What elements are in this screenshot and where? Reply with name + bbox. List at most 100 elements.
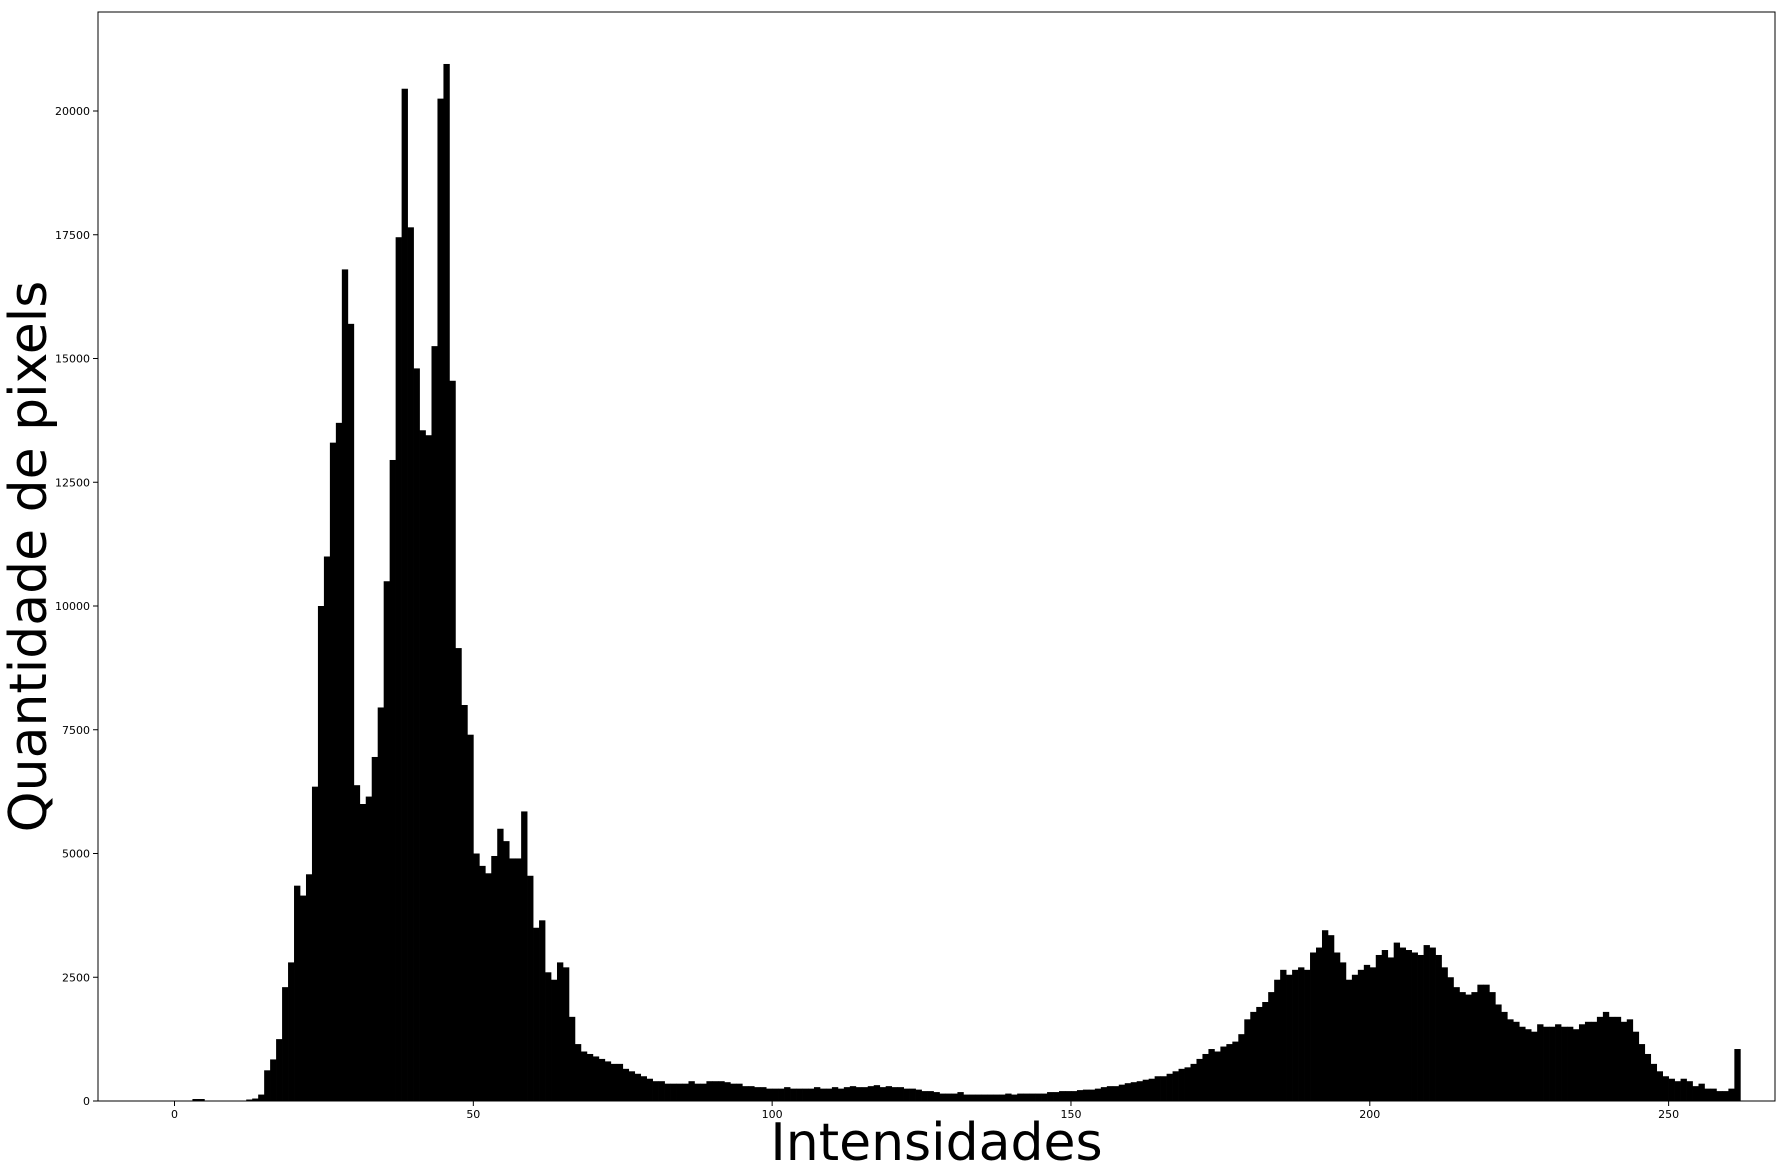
histogram-bar bbox=[1608, 1016, 1616, 1101]
histogram-bar bbox=[688, 1081, 695, 1101]
histogram-bar bbox=[754, 1087, 761, 1101]
histogram-bar bbox=[1638, 1044, 1646, 1101]
histogram-bar bbox=[1166, 1073, 1173, 1101]
histogram-bar bbox=[592, 1056, 600, 1101]
histogram-bar bbox=[712, 1081, 719, 1101]
histogram-bar bbox=[1668, 1078, 1675, 1101]
histogram-bar bbox=[1256, 1006, 1263, 1101]
histogram-bar bbox=[521, 811, 528, 1101]
histogram-bar bbox=[1405, 950, 1412, 1101]
histogram-bar bbox=[634, 1073, 642, 1101]
histogram-bar bbox=[1351, 974, 1359, 1101]
histogram-bar bbox=[760, 1087, 767, 1101]
histogram-bar bbox=[1250, 1011, 1257, 1101]
histogram-bar bbox=[1321, 930, 1329, 1101]
histogram-bar bbox=[1238, 1034, 1245, 1101]
histogram-bar bbox=[1106, 1086, 1114, 1101]
histogram-bar bbox=[1262, 1002, 1269, 1101]
histogram-bar bbox=[646, 1078, 653, 1101]
histogram-bar bbox=[1525, 1029, 1532, 1101]
histogram-bar bbox=[192, 1099, 199, 1101]
histogram-bar bbox=[1076, 1090, 1084, 1101]
histogram-bar bbox=[1680, 1078, 1687, 1101]
histogram-bar bbox=[1573, 1029, 1580, 1101]
histogram-bar bbox=[1053, 1092, 1060, 1101]
histogram-bar bbox=[1286, 974, 1293, 1101]
histogram-bar bbox=[730, 1083, 737, 1101]
histogram-bar bbox=[509, 858, 516, 1101]
histogram-bar bbox=[258, 1094, 265, 1101]
histogram-bar bbox=[1005, 1093, 1012, 1101]
x-tick-label: 50 bbox=[466, 1108, 480, 1121]
histogram-bar bbox=[1232, 1041, 1239, 1101]
histogram-bar bbox=[1112, 1086, 1120, 1101]
histogram-bar bbox=[963, 1094, 970, 1101]
histogram-bar bbox=[545, 972, 552, 1101]
histogram-bar bbox=[1441, 967, 1448, 1101]
histogram-bar bbox=[1459, 992, 1466, 1101]
histogram-bar bbox=[999, 1094, 1006, 1101]
histogram-bar bbox=[796, 1088, 803, 1102]
histogram-bar bbox=[1698, 1083, 1705, 1101]
histogram-bar bbox=[305, 874, 313, 1101]
histogram-bar bbox=[461, 705, 468, 1101]
histogram-bar bbox=[1549, 1026, 1556, 1101]
histogram-bar bbox=[1584, 1021, 1592, 1101]
histogram-bar bbox=[359, 804, 367, 1101]
histogram-bar bbox=[598, 1058, 606, 1101]
histogram-bar bbox=[867, 1086, 875, 1101]
histogram-bar bbox=[1411, 952, 1418, 1101]
histogram-bar bbox=[837, 1088, 845, 1102]
histogram-bar bbox=[383, 581, 391, 1101]
histogram-bar bbox=[1088, 1089, 1096, 1101]
histogram-bar bbox=[335, 422, 343, 1102]
histogram-bar bbox=[1644, 1053, 1652, 1101]
histogram-bar bbox=[395, 237, 402, 1102]
histogram-bars bbox=[192, 63, 1741, 1102]
y-tick-label: 12500 bbox=[55, 476, 90, 489]
histogram-bar bbox=[1728, 1088, 1735, 1102]
histogram-bar bbox=[264, 1070, 271, 1101]
histogram-bar bbox=[371, 756, 379, 1101]
histogram-bar bbox=[604, 1061, 612, 1101]
histogram-bar bbox=[437, 98, 444, 1102]
histogram-bar bbox=[533, 927, 540, 1101]
histogram-bar bbox=[1172, 1071, 1179, 1101]
histogram-bar bbox=[1471, 992, 1478, 1101]
histogram-bar bbox=[1447, 977, 1454, 1101]
histogram-bar bbox=[1130, 1082, 1138, 1101]
histogram-bar bbox=[443, 63, 450, 1102]
histogram-bar bbox=[1489, 992, 1496, 1101]
histogram-bar bbox=[1047, 1092, 1054, 1101]
histogram-bar bbox=[485, 873, 492, 1101]
histogram-bar bbox=[1298, 967, 1305, 1101]
histogram-bar bbox=[1154, 1076, 1161, 1101]
histogram-bar bbox=[1035, 1093, 1042, 1101]
histogram-bar bbox=[628, 1071, 636, 1101]
histogram-bar bbox=[413, 368, 420, 1101]
histogram-bar bbox=[969, 1094, 976, 1101]
histogram-bar bbox=[1614, 1016, 1622, 1101]
histogram-bar bbox=[945, 1093, 952, 1101]
histogram-bar bbox=[897, 1087, 904, 1101]
histogram-bar bbox=[921, 1091, 928, 1101]
histogram-bar bbox=[903, 1088, 910, 1102]
histogram-bar bbox=[1190, 1063, 1197, 1102]
histogram-bar bbox=[551, 979, 558, 1101]
histogram-bar bbox=[1148, 1078, 1155, 1101]
histogram-bar bbox=[300, 895, 307, 1101]
histogram-bar bbox=[491, 855, 498, 1101]
y-axis-title: Quantidade de pixels bbox=[0, 281, 59, 833]
y-axis-ticks: 0 2500 5000 7500 10000 12500 15000 17500 20000 bbox=[55, 105, 98, 1108]
histogram-bar bbox=[915, 1089, 922, 1101]
histogram-bar bbox=[1686, 1081, 1693, 1101]
histogram-bar bbox=[957, 1092, 964, 1101]
histogram-bar bbox=[294, 885, 301, 1101]
histogram-bar bbox=[736, 1083, 743, 1101]
histogram-bar bbox=[586, 1053, 594, 1101]
histogram-bar bbox=[1561, 1026, 1568, 1101]
histogram-bar bbox=[377, 707, 385, 1101]
histogram-bar bbox=[808, 1088, 815, 1102]
